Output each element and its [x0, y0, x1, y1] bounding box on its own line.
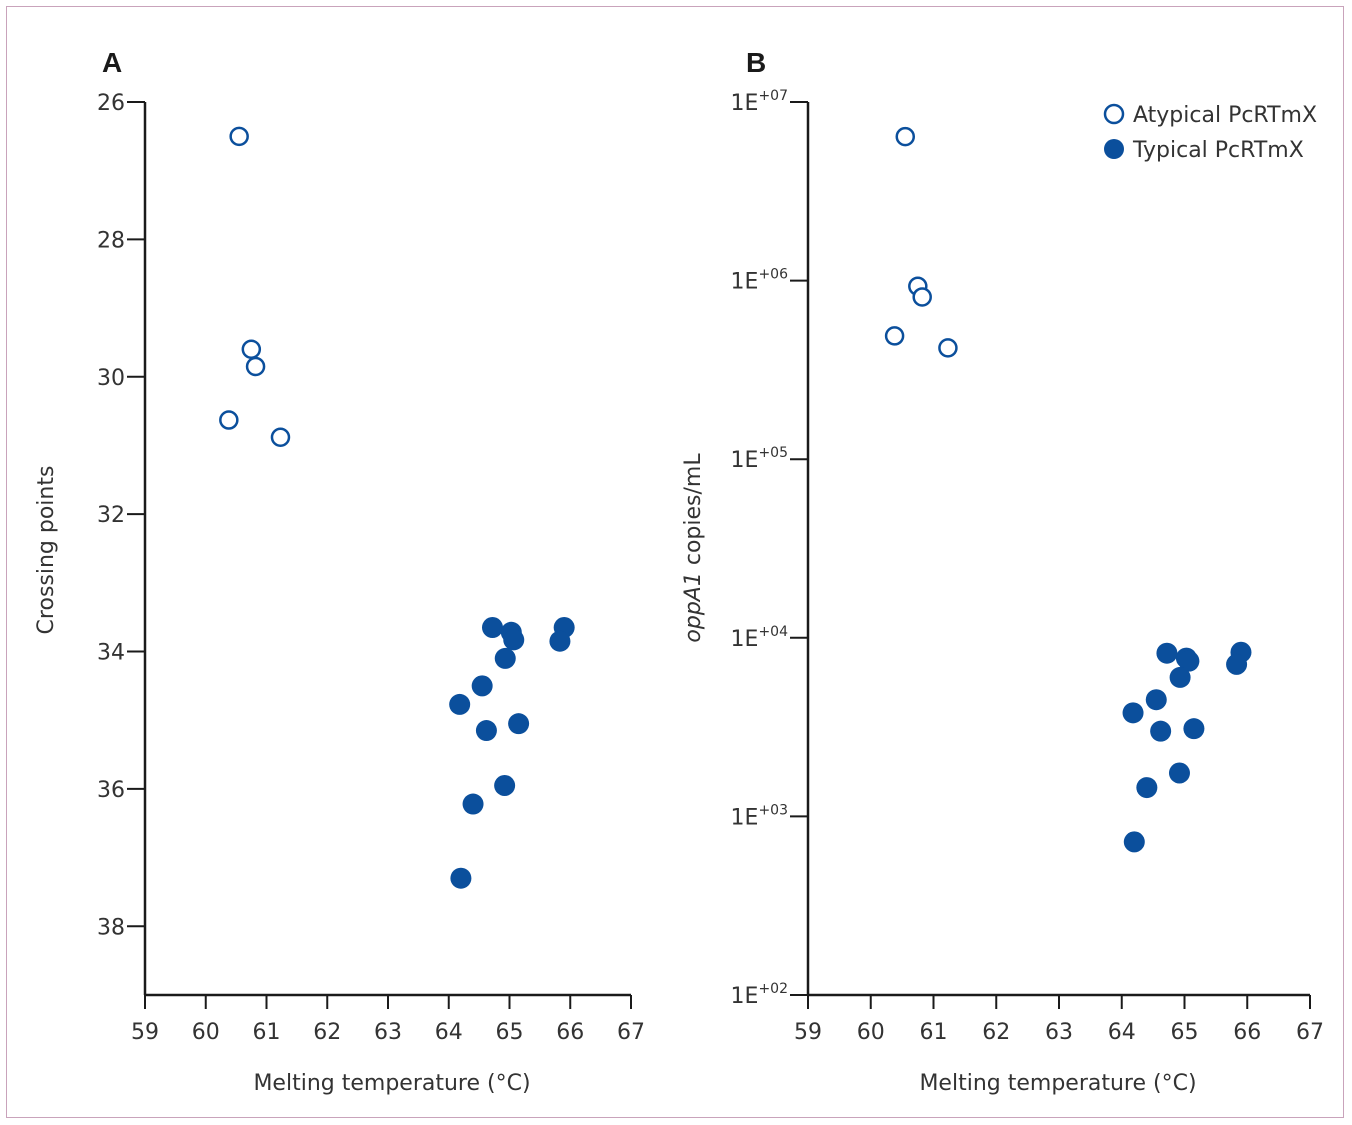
panel-a-typical-point	[481, 616, 503, 638]
panel-b-y-tick-label: 1E+07	[731, 88, 788, 116]
legend-typical-marker	[1104, 139, 1124, 159]
panel-b-y-axis-title-italic: oppA1	[681, 572, 706, 642]
panel-b-x-tick-label: 59	[794, 1020, 822, 1045]
panel-a-x-tick-label: 64	[435, 1020, 463, 1045]
panel-b-x-axis-title: Melting temperature (°C)	[919, 1071, 1196, 1096]
panel-b-typical-point	[1169, 666, 1191, 688]
panel-a-letter: A	[102, 47, 122, 78]
panel-a-typical-point	[450, 867, 472, 889]
panel-b-x-tick-label: 63	[1045, 1020, 1073, 1045]
panel-a-x-tick-label: 60	[192, 1020, 220, 1045]
panel-b-y-tick-label: 1E+02	[731, 981, 788, 1009]
panel-a-typical-point	[508, 713, 530, 735]
panel-b-typical-point	[1136, 777, 1158, 799]
panel-b-y-tick-label: 1E+04	[731, 624, 789, 652]
panel-b-x-tick-label: 66	[1233, 1020, 1261, 1045]
panel-a-axes: 26 28 30 32 34 36 38 59 60 61 62 63 64 65 66 67	[97, 91, 645, 1045]
panel-b-atypical-point	[895, 126, 916, 147]
panel-a-y-tick-label: 28	[97, 228, 125, 253]
panel-a-typical-point	[471, 675, 493, 697]
panel-a-typical-point	[475, 720, 497, 742]
panel-b-y-tick-label: 1E+06	[731, 267, 789, 295]
panel-a-typical-point	[503, 629, 525, 651]
panel-a-typical-point	[494, 774, 516, 796]
panel-b-x-tick-label: 60	[857, 1020, 885, 1045]
panel-b-y-tick-label: 1E+03	[731, 802, 788, 830]
panel-b-x-tick-label: 65	[1171, 1020, 1199, 1045]
panel-a-x-tick-label: 66	[556, 1020, 584, 1045]
legend-atypical-marker	[1103, 103, 1125, 125]
panel-b-x-tick-label: 67	[1296, 1020, 1324, 1045]
figure-frame	[6, 6, 1344, 1118]
panel-b-atypical-point	[912, 287, 932, 307]
panel-a-y-tick-label: 26	[97, 91, 125, 116]
panel-b-typical-point	[1122, 702, 1144, 724]
panel-b-x-tick-label: 61	[920, 1020, 948, 1045]
panel-a-atypical-point	[241, 339, 262, 360]
panel-b-typical-point	[1168, 762, 1190, 784]
panel-b-typical-point	[1183, 718, 1205, 740]
panel-a-x-tick-label: 67	[617, 1020, 645, 1045]
panel-b-axes: 1E+02 1E+03 1E+04 1E+05 1E+06 1E+07 59 60 61 62 63…	[731, 88, 1324, 1045]
panel-b-marks	[884, 126, 1252, 853]
panel-a-atypical-point	[270, 427, 291, 447]
panel-b-typical-point	[1150, 720, 1172, 742]
panel-a-x-tick-label: 59	[131, 1020, 159, 1045]
panel-a-y-tick-label: 34	[97, 641, 125, 666]
panel-a-y-axis-title: Crossing points	[34, 466, 59, 635]
panel-b-typical-point	[1145, 689, 1167, 711]
panel-a-y-tick-label: 38	[97, 915, 125, 940]
panel-a-x-tick-label: 65	[496, 1020, 524, 1045]
legend: Atypical PcRTmX Typical PcRTmX	[1103, 103, 1317, 163]
panel-a-atypical-point	[229, 126, 249, 147]
panel-b-y-tick-label: 1E+05	[731, 445, 788, 473]
panel-a-x-tick-label: 62	[313, 1020, 341, 1045]
panel-b-typical-point	[1123, 831, 1145, 853]
panel-b-y-axis-title: oppA1 copies/mL	[681, 453, 706, 643]
panel-a-marks	[219, 126, 575, 889]
panel-b-atypical-point	[884, 326, 905, 346]
panel-b-x-tick-label: 62	[982, 1020, 1010, 1045]
panel-a-typical-point	[549, 630, 571, 652]
panel-b: B 1E+02 1E+03 1E+04 1E+05 1E+06 1E+07 59 60 61 62…	[681, 47, 1324, 1096]
panel-b-y-axis-title-rest: copies/mL	[681, 453, 706, 572]
panel-a-y-tick-label: 36	[97, 778, 125, 803]
panel-a-x-tick-label: 61	[253, 1020, 281, 1045]
panel-a-y-tick-label: 30	[97, 366, 125, 391]
panel-a-typical-point	[494, 647, 516, 669]
panel-b-letter: B	[746, 47, 766, 78]
panel-b-typical-point	[1156, 642, 1178, 664]
panel-a-atypical-point	[245, 356, 266, 377]
panel-b-x-tick-label: 64	[1108, 1020, 1136, 1045]
panel-a-atypical-point	[219, 410, 239, 430]
panel-a: A 26 28 30 32 34 36 38 59 60 61 62 63 64 65 66 67 Melti…	[34, 47, 645, 1096]
legend-atypical-label: Atypical PcRTmX	[1133, 103, 1317, 128]
panel-a-typical-point	[449, 693, 471, 715]
panel-b-atypical-point	[938, 338, 958, 358]
panel-a-x-tick-label: 63	[374, 1020, 402, 1045]
panel-a-y-tick-label: 32	[97, 503, 125, 528]
legend-typical-label: Typical PcRTmX	[1132, 138, 1304, 163]
panel-a-x-axis-title: Melting temperature (°C)	[253, 1071, 530, 1096]
panel-b-typical-point	[1226, 653, 1248, 675]
panel-b-typical-point	[1178, 650, 1200, 672]
panel-a-typical-point	[462, 793, 484, 815]
